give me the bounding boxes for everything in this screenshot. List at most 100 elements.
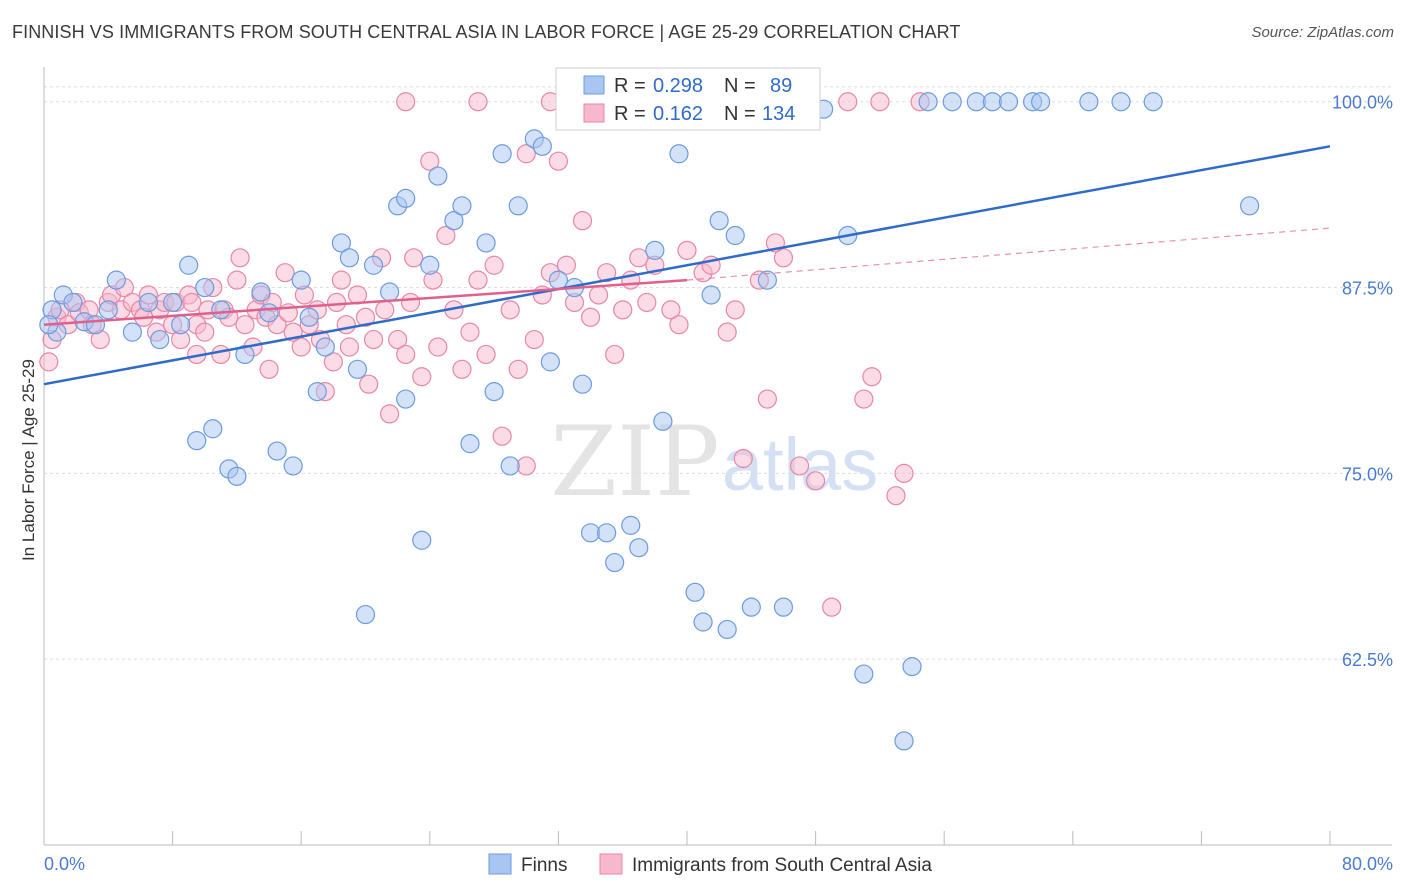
finns-point-83 bbox=[1031, 92, 1051, 112]
asia-point-54 bbox=[331, 270, 351, 290]
finns-point-66 bbox=[709, 211, 729, 231]
finns-point-74 bbox=[854, 664, 874, 684]
finns-point-64 bbox=[693, 612, 713, 632]
finns-point-75 bbox=[894, 731, 914, 751]
asia-point-92 bbox=[597, 263, 617, 283]
trend-lines bbox=[43, 145, 1331, 386]
finns-point-59 bbox=[629, 538, 649, 558]
finns-point-25 bbox=[291, 270, 311, 290]
finns-point-5 bbox=[85, 315, 106, 335]
stats-asia-n-value: 134 bbox=[762, 103, 795, 125]
series-finns-points bbox=[39, 92, 1260, 751]
asia-point-69 bbox=[420, 151, 440, 171]
chart-legend: Finns Immigrants from South Central Asia bbox=[488, 853, 932, 876]
finns-point-39 bbox=[420, 255, 440, 275]
finns-point-86 bbox=[1143, 92, 1163, 112]
finns-point-37 bbox=[396, 389, 416, 409]
asia-point-30 bbox=[211, 344, 231, 365]
asia-point-83 bbox=[524, 329, 544, 350]
finns-point-45 bbox=[484, 382, 504, 402]
finns-point-8 bbox=[122, 322, 143, 342]
asia-point-114 bbox=[773, 248, 794, 268]
finns-point-58 bbox=[621, 515, 641, 535]
finns-point-36 bbox=[396, 188, 416, 208]
finns-point-31 bbox=[347, 359, 368, 379]
y-tick-label-2: 87.5% bbox=[1342, 279, 1393, 299]
legend-asia-label: Immigrants from South Central Asia bbox=[632, 855, 932, 876]
asia-point-107 bbox=[717, 322, 737, 342]
asia-point-109 bbox=[733, 448, 753, 469]
finns-point-14 bbox=[203, 419, 223, 439]
stats-legend-box: R = 0.298 N = 89 R = 0.162 N = 134 bbox=[555, 67, 821, 131]
asia-point-62 bbox=[375, 300, 395, 320]
stats-finns-n-value: 89 bbox=[770, 75, 792, 97]
finns-point-18 bbox=[195, 277, 215, 298]
finns-point-34 bbox=[380, 282, 400, 302]
finns-point-7 bbox=[106, 270, 126, 290]
finns-point-26 bbox=[299, 307, 319, 327]
finns-point-41 bbox=[444, 211, 464, 231]
asia-point-35 bbox=[235, 315, 255, 335]
asia-point-112 bbox=[757, 389, 777, 409]
asia-point-96 bbox=[629, 248, 649, 268]
asia-point-89 bbox=[572, 211, 593, 231]
finns-point-67 bbox=[717, 619, 737, 640]
asia-trend-extension bbox=[686, 227, 1331, 281]
x-tick-label-0: 0.0% bbox=[44, 854, 85, 874]
finns-point-57 bbox=[605, 552, 625, 573]
finns-point-69 bbox=[741, 597, 761, 617]
stats-asia-n-label: N = bbox=[724, 103, 756, 125]
finns-point-54 bbox=[572, 374, 593, 394]
asia-point-63 bbox=[380, 404, 400, 424]
asia-point-93 bbox=[605, 344, 625, 365]
asia-point-33 bbox=[227, 270, 247, 290]
finns-point-47 bbox=[500, 456, 520, 476]
finns-point-79 bbox=[966, 92, 986, 112]
stats-asia-swatch bbox=[583, 103, 605, 123]
finns-trend-line bbox=[43, 145, 1331, 386]
finns-point-38 bbox=[412, 530, 432, 550]
finns-point-84 bbox=[1079, 92, 1099, 112]
finns-point-33 bbox=[355, 604, 376, 625]
asia-point-71 bbox=[428, 337, 448, 357]
asia-point-46 bbox=[291, 337, 311, 357]
finns-point-17 bbox=[179, 255, 199, 275]
asia-point-74 bbox=[452, 359, 472, 379]
asia-point-65 bbox=[396, 344, 416, 365]
finns-point-51 bbox=[540, 352, 560, 372]
finns-point-81 bbox=[998, 92, 1019, 112]
asia-point-64 bbox=[388, 329, 408, 350]
asia-point-120 bbox=[838, 92, 858, 112]
legend-asia-swatch bbox=[599, 853, 623, 875]
finns-point-46 bbox=[492, 144, 512, 164]
finns-point-29 bbox=[331, 233, 351, 253]
finns-point-56 bbox=[597, 523, 617, 543]
legend-finns-swatch bbox=[488, 853, 512, 875]
y-tick-label-0: 62.5% bbox=[1342, 650, 1393, 670]
finns-point-44 bbox=[476, 233, 496, 253]
finns-point-19 bbox=[211, 300, 231, 320]
finns-point-52 bbox=[548, 270, 569, 290]
finns-point-27 bbox=[307, 382, 327, 402]
asia-point-100 bbox=[661, 300, 681, 320]
stats-finns-n-label: N = bbox=[724, 75, 756, 97]
asia-point-25 bbox=[182, 292, 202, 313]
asia-point-55 bbox=[336, 315, 356, 335]
finns-point-9 bbox=[138, 292, 159, 313]
finns-point-43 bbox=[460, 434, 480, 454]
asia-point-129 bbox=[516, 144, 536, 164]
asia-point-57 bbox=[347, 285, 368, 305]
finns-point-28 bbox=[315, 337, 335, 357]
asia-point-76 bbox=[468, 270, 488, 290]
finns-point-42 bbox=[452, 196, 472, 216]
y-tick-label-3: 100.0% bbox=[1332, 93, 1393, 113]
asia-point-81 bbox=[508, 359, 528, 379]
stats-finns-r-label: R = bbox=[614, 75, 646, 97]
finns-point-70 bbox=[757, 270, 777, 290]
asia-point-127 bbox=[396, 92, 416, 112]
finns-point-3 bbox=[63, 292, 83, 313]
y-axis-label: In Labor Force | Age 25-29 bbox=[19, 359, 38, 561]
asia-point-34 bbox=[230, 248, 250, 268]
watermark: ZIP atlas bbox=[550, 406, 878, 518]
finns-point-24 bbox=[283, 456, 303, 476]
